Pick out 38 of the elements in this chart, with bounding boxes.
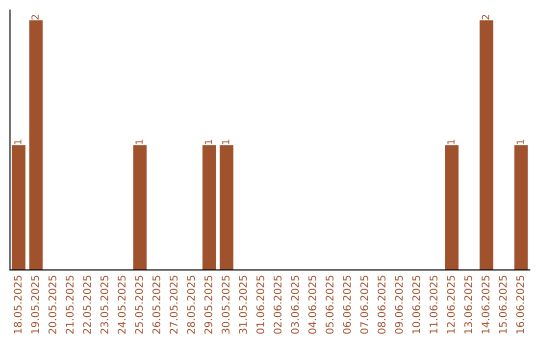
- x-tick-label: 09.06.2025: [394, 276, 403, 334]
- x-tick-label: 01.06.2025: [256, 276, 264, 334]
- data-label: 1: [222, 140, 230, 144]
- data-label: 1: [136, 140, 143, 144]
- data-label: 1: [14, 140, 22, 144]
- x-tick-label: 04.06.2025: [308, 276, 316, 334]
- x-tick-label: 25.05.2025: [135, 276, 143, 334]
- x-tick-label: 12.06.2025: [446, 276, 455, 334]
- data-label: 1: [516, 140, 524, 144]
- x-tick-label: 02.06.2025: [274, 276, 282, 334]
- x-tick-label: 15.06.2025: [498, 276, 507, 334]
- x-tick-label: 14.06.2025: [482, 276, 490, 334]
- x-tick-label: 24.05.2025: [118, 276, 126, 334]
- data-label: 2: [31, 14, 39, 20]
- x-tick-label: 27.05.2025: [170, 276, 178, 334]
- x-tick-label: 16.06.2025: [516, 276, 524, 334]
- x-tick-label: 10.06.2025: [412, 276, 420, 334]
- x-tick-label: 18.05.2025: [14, 276, 22, 334]
- x-tick-label: 07.06.2025: [360, 276, 368, 334]
- x-tick-label: 08.06.2025: [378, 276, 386, 334]
- x-tick-label: 03.06.2025: [290, 276, 299, 334]
- data-label: 2: [482, 14, 490, 20]
- x-tick-label: 28.05.2025: [187, 276, 195, 334]
- x-tick-label: 11.06.2025: [430, 276, 438, 334]
- x-tick-label: 26.05.2025: [152, 276, 160, 334]
- x-tick-label: 05.06.2025: [326, 276, 334, 334]
- x-tick-label: 06.06.2025: [342, 276, 351, 334]
- data-label: 1: [204, 140, 212, 144]
- x-tick-label: 20.05.2025: [48, 276, 56, 334]
- x-tick-label: 19.05.2025: [31, 276, 39, 334]
- x-tick-label: 21.05.2025: [66, 276, 74, 334]
- x-tick-label: 30.05.2025: [222, 276, 230, 334]
- x-tick-label: 31.05.2025: [239, 276, 247, 334]
- data-label: 1: [447, 140, 454, 144]
- x-tick-label: 13.06.2025: [464, 276, 472, 334]
- x-tick-label: 22.05.2025: [83, 276, 91, 334]
- x-tick-label: 23.05.2025: [100, 276, 108, 334]
- x-tick-label: 29.05.2025: [204, 276, 212, 334]
